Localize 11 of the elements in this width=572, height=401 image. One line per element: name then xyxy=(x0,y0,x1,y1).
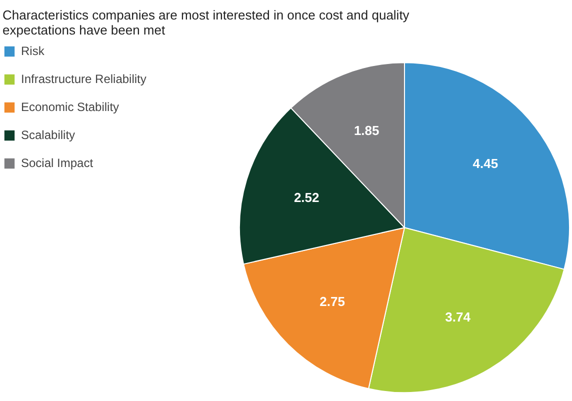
data-label: 4.45 xyxy=(472,156,498,172)
data-label: 2.52 xyxy=(294,190,320,205)
data-label: 1.85 xyxy=(354,122,380,138)
legend-label: Scalability xyxy=(21,128,76,142)
legend-label: Economic Stability xyxy=(21,100,120,114)
data-label: 2.75 xyxy=(320,294,345,310)
legend-label: Infrastructure Reliability xyxy=(21,72,146,86)
legend-label: Risk xyxy=(21,44,44,58)
legend-label: Social Impact xyxy=(21,156,94,170)
data-label: 3.74 xyxy=(445,309,472,324)
chart-title: Characteristics companies are most interested in once cost and quality expectations have been met xyxy=(2,8,410,38)
